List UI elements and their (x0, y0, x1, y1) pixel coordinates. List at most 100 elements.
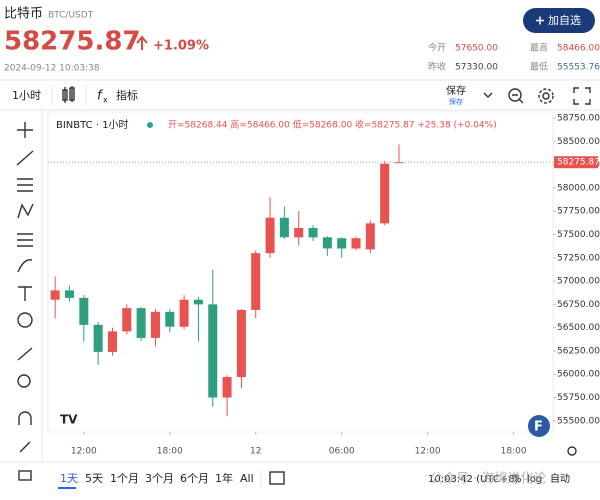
candle-body (122, 308, 132, 332)
candle-body (193, 299, 203, 305)
watch-button-label[interactable]: 加自选 (548, 14, 581, 27)
percent-toggle[interactable]: % (512, 474, 522, 485)
range-button[interactable]: All (240, 472, 254, 485)
settings-icon[interactable] (538, 88, 554, 104)
stat-label: 最低 (530, 61, 548, 73)
last-price-tag (554, 156, 598, 169)
indicators[interactable]: 指标 (116, 88, 138, 102)
candle-body (64, 290, 74, 298)
change: +1.09% (153, 39, 209, 54)
stat-value: 57650.00 (455, 44, 498, 54)
projection-tool[interactable] (17, 233, 33, 247)
y-tick-label: 56000.00 (557, 370, 600, 380)
range-button[interactable]: 1年 (215, 471, 233, 485)
x-tick-label: 12:00 (415, 447, 441, 457)
ruler-tool[interactable] (17, 347, 33, 361)
candle-body (50, 290, 60, 300)
range-button[interactable]: 5天 (85, 472, 103, 485)
candle-body (107, 331, 117, 352)
x-tick-label: 06:00 (329, 447, 355, 457)
range-button[interactable]: 1天 (60, 472, 78, 485)
date-range-icon[interactable] (269, 471, 285, 485)
candle-body (351, 238, 361, 249)
candle-type-icon[interactable] (62, 86, 75, 103)
candle-body (380, 163, 390, 224)
x-tick-label: 18:00 (501, 447, 527, 457)
stat-value: 57330.00 (455, 63, 498, 73)
stat-label: 今开 (428, 42, 446, 54)
asset-name: 比特币 (4, 7, 43, 22)
candles: 55500.00 55750.00 56000.00 56250.00 56500.00… (48, 114, 600, 457)
y-tick-label: 57750.00 (557, 207, 600, 217)
fullscreen-icon[interactable] (573, 87, 591, 105)
pattern-tool[interactable] (17, 203, 34, 219)
status-dot (147, 122, 153, 128)
candle-body (251, 253, 261, 310)
zoom-tool[interactable] (17, 374, 31, 388)
stat-value: 55553.76 (557, 63, 600, 73)
stat-label: 昨收 (428, 61, 446, 73)
y-tick-label: 58000.00 (557, 183, 600, 193)
last-price-label: 58275.87 (557, 158, 600, 168)
dropdown[interactable] (483, 92, 493, 98)
fx-icon[interactable]: f (97, 89, 104, 104)
y-tick-label: 57000.00 (557, 277, 600, 287)
axis-settings[interactable] (567, 446, 577, 456)
candle-body (93, 324, 103, 352)
pair: BTC/USDT (48, 11, 94, 21)
candle-body (79, 297, 89, 325)
candle-body (265, 217, 275, 254)
range-button[interactable]: 6个月 (180, 472, 209, 485)
interval[interactable]: 1小时 (12, 89, 41, 102)
fib-tool[interactable] (17, 178, 33, 192)
y-tick-label: 55750.00 (557, 393, 600, 403)
range-button[interactable]: 1个月 (110, 472, 139, 485)
range-bar: 1天 5天 1个月 3个月 6个月 1年 All (58, 471, 254, 489)
candle-body (365, 223, 375, 250)
crosshair-tool[interactable] (17, 122, 33, 138)
candle-body (394, 162, 404, 164)
candle-body (179, 299, 189, 327)
plus-icon (536, 16, 544, 25)
watch-button[interactable] (523, 8, 595, 33)
y-tick-label: 55500.00 (557, 416, 600, 426)
line-tool[interactable] (16, 150, 34, 166)
log-toggle[interactable]: log (527, 474, 542, 485)
range-button[interactable]: 3个月 (145, 472, 174, 485)
f-logo: F (534, 420, 543, 435)
candle-body (279, 217, 289, 238)
lock-draw-tool[interactable] (19, 441, 31, 453)
stat-value: 58466.00 (557, 44, 600, 54)
watermark: 公众号 · 海绵进化论 (430, 472, 546, 487)
plot-area (47, 111, 554, 433)
fx-icon[interactable]: x (103, 96, 108, 105)
save[interactable]: 保存 (446, 84, 466, 97)
tv-logo: TV (60, 413, 78, 427)
ohlc-legend: 开=58268.44 高=58466.00 低=58268.00 收=58275… (168, 119, 497, 131)
auto-toggle[interactable]: 自动 (550, 472, 570, 485)
candle-body (208, 304, 218, 398)
candle-body (136, 308, 146, 338)
save-sub[interactable]: 保存 (449, 97, 463, 106)
f-logo (528, 415, 550, 437)
y-tick-label: 56500.00 (557, 323, 600, 333)
search-icon[interactable] (508, 88, 524, 104)
candle-body (236, 309, 246, 378)
brush-tool[interactable] (17, 259, 33, 273)
magnet-tool[interactable] (18, 411, 32, 425)
y-tick-label: 56750.00 (557, 300, 600, 310)
candle-body (222, 377, 232, 398)
y-tick-label: 57250.00 (557, 253, 600, 263)
y-tick-label: 57500.00 (557, 230, 600, 240)
emoji-tool[interactable] (17, 312, 33, 328)
y-tick-label: 58500.00 (557, 137, 600, 147)
text-tool[interactable] (18, 286, 32, 301)
candle-body (294, 227, 304, 238)
candle-body (165, 311, 175, 327)
lock-tool[interactable] (18, 470, 32, 481)
tool-rail (16, 122, 34, 481)
up-arrow (136, 35, 148, 50)
